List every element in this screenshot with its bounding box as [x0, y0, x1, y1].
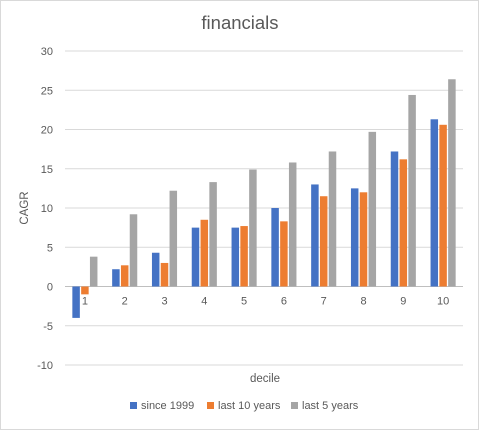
bar-last-10-years-1 [81, 286, 89, 295]
bar-since-1999-8 [350, 188, 359, 287]
bar-last-5-years-1 [89, 256, 98, 287]
x-tick-label: 10 [437, 296, 449, 308]
x-tick-label: 9 [400, 296, 406, 308]
bar-last-10-years-2 [120, 265, 129, 287]
bar-last-5-years-5 [249, 169, 257, 287]
x-tick-label: 3 [161, 296, 167, 308]
y-tick-label: 30 [41, 46, 53, 58]
bars [72, 79, 456, 318]
legend-item: since 1999 [130, 400, 194, 412]
x-axis-ticks: 1 2 3 4 5 6 7 8 9 10 [82, 296, 449, 308]
bar-last-5-years-3 [169, 190, 178, 287]
x-tick-label: 2 [122, 296, 128, 308]
x-axis-label: decile [250, 373, 280, 385]
bar-last-5-years-2 [129, 214, 138, 287]
x-tick-label: 5 [241, 296, 247, 308]
bar-since-1999-4 [191, 227, 200, 287]
bar-last-10-years-4 [200, 219, 209, 287]
legend-label: last 5 years [302, 400, 359, 412]
y-axis-label: CAGR [19, 191, 31, 224]
bar-since-1999-10 [430, 119, 439, 287]
bar-last-5-years-6 [288, 162, 297, 287]
bar-last-5-years-9 [408, 94, 416, 287]
legend-swatch [207, 402, 214, 409]
bar-last-10-years-9 [399, 159, 408, 287]
bar-since-1999-6 [271, 208, 279, 287]
bar-since-1999-3 [151, 252, 160, 287]
bar-last-5-years-10 [448, 79, 456, 287]
y-tick-label: 10 [41, 203, 53, 215]
legend-label: since 1999 [141, 400, 194, 412]
x-tick-label: 6 [281, 296, 287, 308]
bar-last-10-years-5 [240, 226, 248, 287]
legend: since 1999 last 10 years last 5 years [130, 400, 359, 412]
y-tick-label: -10 [37, 360, 53, 372]
bar-last-10-years-8 [359, 192, 368, 287]
bar-since-1999-9 [390, 151, 399, 287]
bar-since-1999-2 [112, 269, 120, 287]
y-axis-ticks: -10 -5 0 5 10 15 20 25 30 [37, 46, 53, 372]
x-tick-label: 4 [201, 296, 207, 308]
y-tick-label: 15 [41, 164, 53, 176]
bar-last-10-years-7 [319, 196, 328, 287]
chart-title: financials [201, 12, 278, 33]
legend-swatch [130, 402, 137, 409]
legend-item: last 5 years [291, 400, 359, 412]
bar-last-10-years-10 [439, 124, 447, 287]
y-tick-label: 25 [41, 85, 53, 97]
bar-since-1999-1 [72, 286, 80, 318]
y-tick-label: -5 [43, 321, 53, 333]
legend-item: last 10 years [207, 400, 281, 412]
bar-last-5-years-7 [328, 151, 337, 287]
bar-last-10-years-3 [160, 262, 169, 287]
y-tick-label: 0 [47, 282, 53, 294]
y-tick-label: 5 [47, 242, 53, 254]
legend-swatch [291, 402, 298, 409]
x-tick-label: 1 [82, 296, 88, 308]
legend-label: last 10 years [218, 400, 281, 412]
bar-last-10-years-6 [280, 221, 288, 287]
x-tick-label: 8 [360, 296, 366, 308]
bar-since-1999-5 [231, 227, 240, 287]
x-tick-label: 7 [321, 296, 327, 308]
y-tick-label: 20 [41, 125, 53, 137]
bar-last-5-years-4 [209, 182, 217, 287]
bar-since-1999-7 [311, 184, 319, 287]
bar-last-5-years-8 [368, 131, 377, 287]
